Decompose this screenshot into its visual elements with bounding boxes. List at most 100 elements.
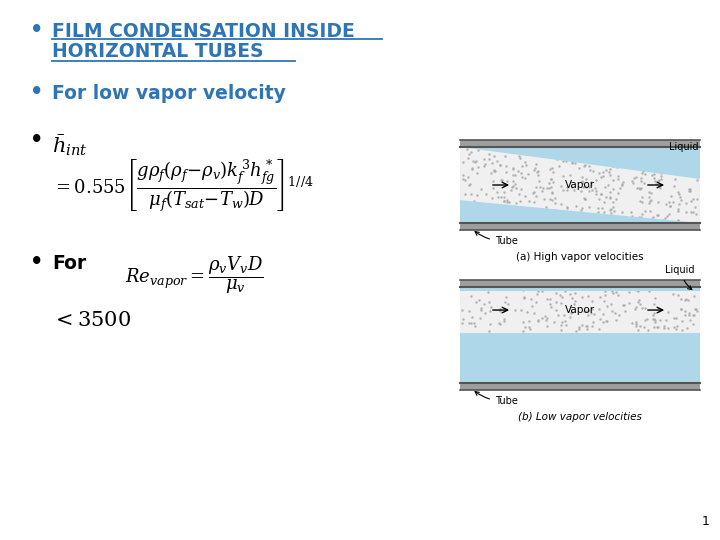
Point [479,160,490,168]
Point [482,288,494,297]
Point [551,298,562,306]
Point [465,147,477,156]
Bar [460,140,700,147]
Point [578,306,590,315]
Point [457,157,469,166]
Point [490,204,502,213]
Point [636,303,648,312]
Point [487,166,499,174]
Point [519,191,531,200]
Point [691,156,703,165]
Point [485,307,496,316]
Point [498,193,510,202]
Point [521,160,532,169]
Point [582,310,593,319]
Text: FILM CONDENSATION INSIDE: FILM CONDENSATION INSIDE [52,22,355,41]
Point [600,166,611,174]
Point [489,167,500,176]
Point [465,292,477,300]
Point [564,171,575,179]
Point [483,154,495,163]
Text: Tube: Tube [475,232,518,246]
Point [633,184,644,193]
Point [544,165,556,173]
Point [580,307,592,315]
Point [544,184,555,193]
Point [582,307,594,316]
Point [605,193,616,202]
Point [510,184,521,193]
Point [528,308,539,317]
Point [470,157,482,166]
Point [672,205,683,214]
Point [612,172,624,181]
Point [476,304,487,313]
Point [597,204,608,213]
Point [528,213,539,221]
Point [541,183,553,192]
Point [545,174,557,183]
Point [545,300,557,309]
Point [555,181,567,190]
Point [495,193,507,201]
Text: $< 3500$: $< 3500$ [52,310,131,330]
Point [577,147,589,156]
Point [649,173,660,182]
Point [668,146,680,154]
Point [612,291,624,299]
Point [584,202,595,211]
Point [652,198,664,206]
Point [532,167,544,176]
Point [478,162,490,171]
Point [654,316,665,325]
Point [613,189,624,198]
Text: For low vapor velocity: For low vapor velocity [52,84,286,103]
Point [516,161,528,170]
Point [541,322,553,330]
Point [645,195,657,204]
Point [624,148,635,157]
Point [654,184,666,192]
Point [605,164,616,173]
Point [496,176,508,184]
Point [639,170,651,178]
Point [680,199,691,207]
Point [532,287,544,295]
Point [523,316,535,325]
Point [664,151,675,159]
Point [606,287,618,295]
Point [611,162,623,171]
Point [688,292,700,301]
Point [549,318,560,327]
Point [646,152,657,161]
Point [534,177,545,186]
Point [507,171,518,180]
Point [502,177,513,185]
Point [486,168,498,177]
Point [644,218,656,226]
Point [604,193,616,202]
Point [546,174,557,183]
Point [652,323,664,332]
Point [595,173,607,181]
Point [674,192,685,201]
Point [628,179,639,187]
Point [468,197,480,206]
Point [671,322,683,330]
Point [681,323,693,332]
Point [626,177,638,186]
Point [672,147,683,156]
Point [605,300,616,309]
Point [688,310,700,319]
Point [685,187,696,195]
Point [616,180,628,188]
Point [662,308,674,316]
Point [576,292,588,301]
Point [624,288,635,296]
Point [487,159,498,167]
Point [499,317,510,326]
Point [648,315,660,323]
Point [599,183,611,192]
Point [523,197,534,206]
Point [548,208,559,217]
